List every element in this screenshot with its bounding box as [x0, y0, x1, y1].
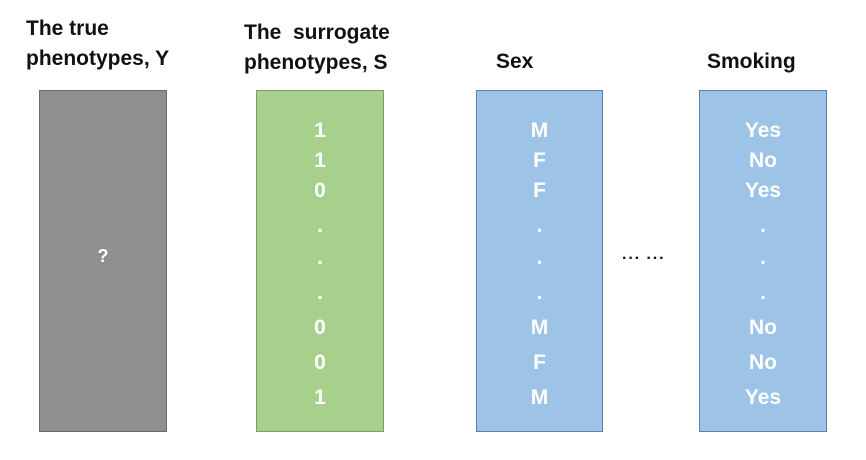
smoking-column: Yes No Yes... No No Yes	[699, 90, 827, 432]
surrogate-cell: 1	[314, 119, 326, 142]
smoking-cell: Yes	[744, 386, 782, 409]
sex-cell: F	[533, 179, 546, 202]
surrogate-cell: .	[317, 246, 323, 269]
sex-cell: F	[533, 149, 546, 172]
smoking-cell: No	[749, 149, 777, 172]
surrogate-cell: 1	[314, 386, 326, 409]
true-phenotype-column: ?	[39, 90, 167, 432]
smoking-header: Smoking	[707, 50, 796, 73]
smoking-cell: .	[760, 246, 766, 269]
surrogate-cell: 0	[314, 179, 326, 202]
surrogate-cell: .	[317, 281, 323, 304]
smoking-cell: Yes	[744, 119, 782, 142]
sex-cell: F	[533, 351, 546, 374]
smoking-cell: No	[749, 316, 777, 339]
surrogate-phenotype-header: The surrogate phenotypes, S	[244, 18, 390, 78]
surrogate-phenotype-column: 1 1 0... 0 0 1	[256, 90, 384, 432]
true-phenotype-header: The true phenotypes, Y	[26, 14, 169, 74]
sex-cell: M	[530, 386, 549, 409]
surrogate-cell: 0	[314, 351, 326, 374]
sex-cell: .	[536, 281, 543, 304]
true-phenotype-header-line-1: The true	[26, 17, 109, 40]
surrogate-cell: 1	[314, 149, 326, 172]
sex-cell: .	[536, 214, 543, 237]
true-phenotype-header-line-2: phenotypes, Y	[26, 47, 170, 70]
surrogate-cell: .	[317, 214, 323, 237]
more-columns-ellipsis: ··· ···	[622, 250, 666, 267]
sex-cell: .	[536, 246, 543, 269]
unknown-value-mark: ?	[97, 246, 109, 266]
smoking-cell: .	[760, 281, 766, 304]
sex-cell: M	[530, 119, 549, 142]
smoking-cell: No	[749, 351, 777, 374]
surrogate-cell: 0	[314, 316, 326, 339]
surrogate-header-line-2: phenotypes, S	[244, 51, 388, 74]
smoking-cell: Yes	[744, 179, 782, 202]
smoking-cell: .	[760, 214, 766, 237]
sex-cell: M	[530, 316, 549, 339]
sex-header: Sex	[496, 50, 534, 73]
surrogate-header-line-1: The surrogate	[244, 21, 390, 44]
